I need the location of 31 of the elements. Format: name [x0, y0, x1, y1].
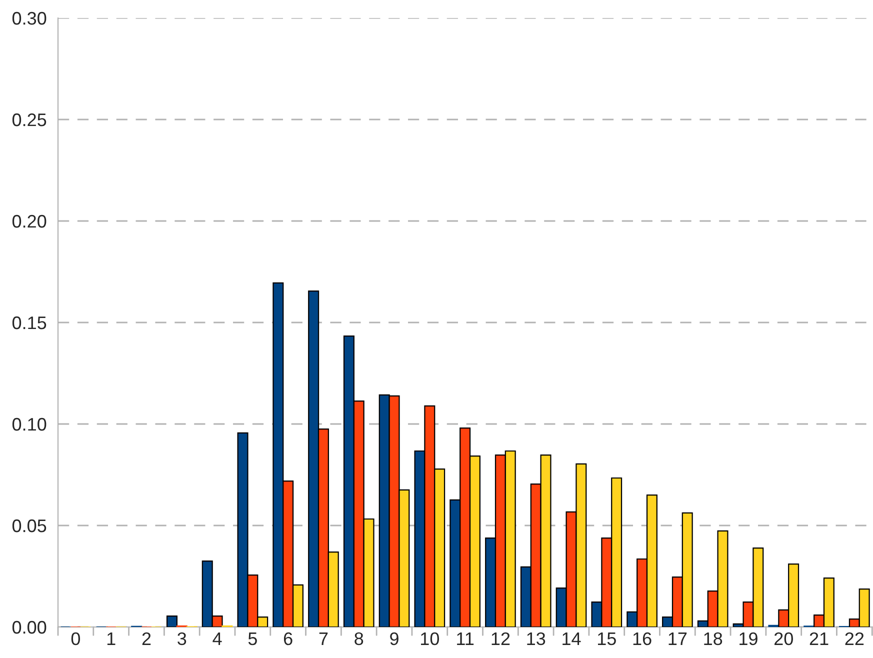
x-tick-label: 3	[178, 632, 186, 646]
y-tick-label: 0.15	[12, 316, 46, 330]
y-tick-label: 0.05	[12, 519, 46, 532]
x-tick-label: 4	[212, 632, 222, 645]
x-tick-label: 14	[562, 632, 581, 645]
x-tick-label: 21	[810, 632, 828, 645]
x-tick-label: 19	[740, 632, 758, 646]
y-tick-label: 0.20	[12, 214, 46, 228]
x-tick-label: 2	[142, 632, 151, 645]
y-tick-label: 0.00	[12, 620, 46, 634]
x-tick-label: 13	[527, 632, 546, 646]
y-tick-label: 0.25	[12, 113, 46, 126]
bar	[166, 615, 178, 627]
x-tick-label: 7	[319, 632, 328, 645]
x-tick-label: 18	[704, 632, 722, 646]
x-tick-label: 16	[633, 632, 652, 646]
x-tick-label: 11	[457, 632, 474, 645]
x-tick-label: 17	[668, 632, 687, 645]
x-tick-label: 6	[284, 632, 292, 646]
x-tick-label: 5	[248, 632, 257, 646]
x-tick-label: 15	[598, 632, 616, 646]
x-tick-label: 20	[774, 632, 793, 646]
x-tick-label: 9	[390, 632, 398, 646]
x-tick-label: 10	[421, 632, 440, 646]
x-tick-label: 0	[71, 632, 80, 646]
x-tick-label: 22	[845, 632, 864, 645]
y-tick-label: 0.10	[12, 418, 46, 431]
x-tick-label: 1	[107, 632, 116, 645]
x-tick-label: 8	[354, 632, 364, 646]
x-tick-label: 12	[492, 632, 510, 645]
y-tick-label: 0.30	[12, 12, 46, 25]
